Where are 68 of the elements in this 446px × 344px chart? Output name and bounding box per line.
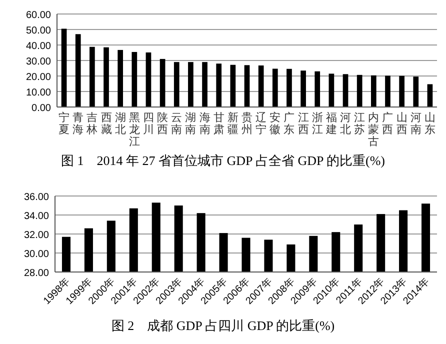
bar <box>328 74 334 107</box>
bar <box>244 65 250 107</box>
x-tick-label: 新疆 <box>227 111 238 136</box>
bar <box>90 46 95 107</box>
y-tick-label: 20.00 <box>26 72 52 83</box>
bar <box>104 47 109 107</box>
bar <box>216 64 222 107</box>
bar <box>300 70 306 107</box>
x-tick-label: 安徽 <box>270 111 281 136</box>
y-tick-label: 10.00 <box>26 88 52 98</box>
x-tick-label: 广西 <box>382 111 394 136</box>
x-tick-label: 云南 <box>171 112 182 136</box>
x-tick-label: 黑龙江 <box>128 112 140 148</box>
bar <box>146 52 152 107</box>
text: 图 2 成都 GDP 占四川 GDP 的比重(%) <box>111 318 335 333</box>
bar <box>427 84 433 107</box>
y-tick-label: 28.00 <box>24 268 50 279</box>
bar <box>272 68 278 107</box>
bar <box>342 74 348 107</box>
y-tick-label: 60.00 <box>26 10 52 21</box>
y-tick-label: 30.00 <box>26 56 52 68</box>
bar <box>413 76 419 107</box>
x-tick-label: 四川 <box>142 112 154 136</box>
x-tick-label: 广东 <box>284 111 295 136</box>
y-tick-label: 32.00 <box>24 230 50 241</box>
x-tick-label: 内蒙古 <box>368 111 380 148</box>
x-tick-label: 湖南 <box>185 112 196 136</box>
y-tick-label: 50.00 <box>26 26 52 36</box>
bar <box>356 74 362 107</box>
x-tick-label: 陕西 <box>157 112 168 136</box>
x-tick-label: 江西 <box>298 112 309 136</box>
y-tick-label: 34.00 <box>24 211 50 222</box>
bar <box>258 65 264 107</box>
y-tick-label: 40.00 <box>26 41 52 52</box>
bar <box>202 62 208 107</box>
bar <box>230 64 236 107</box>
bar <box>132 52 138 107</box>
bar <box>399 76 404 107</box>
x-tick-label: 宁夏 <box>58 111 70 136</box>
x-tick-label: 青海 <box>72 111 84 136</box>
x-tick-label: 西藏 <box>100 112 112 136</box>
y-tick-label: 36.00 <box>24 192 50 203</box>
x-tick-label: 湖北 <box>114 112 126 136</box>
y-tick-label: 0.00 <box>32 103 52 114</box>
x-tick-label: 吉林 <box>86 111 98 136</box>
bar <box>188 62 194 107</box>
bar <box>160 58 166 107</box>
bar <box>286 68 292 107</box>
y-tick-label: 30.00 <box>24 249 50 260</box>
bar <box>385 76 390 107</box>
x-tick-label: 辽宁 <box>256 112 267 136</box>
text: 图 1 2014 年 27 省首位城市 GDP 占全省 GDP 的比重(%) <box>60 153 386 168</box>
x-tick-label: 贵州 <box>242 111 252 136</box>
bar <box>174 62 180 107</box>
x-tick-label: 河北 <box>340 112 352 136</box>
x-tick-label: 山西 <box>396 111 408 136</box>
bar <box>61 28 67 107</box>
bar <box>314 71 320 107</box>
x-tick-label: 甘肃 <box>213 111 224 136</box>
x-tick-label: 浙江 <box>312 111 323 136</box>
x-tick-label: 福建 <box>324 111 337 136</box>
bar <box>370 75 376 107</box>
x-tick-label: 山东 <box>424 111 436 136</box>
x-tick-label: 江苏 <box>354 112 366 136</box>
bar <box>75 34 81 107</box>
x-tick-label: 河南 <box>410 112 422 136</box>
x-tick-label: 海南 <box>199 112 210 136</box>
bar <box>118 50 124 107</box>
